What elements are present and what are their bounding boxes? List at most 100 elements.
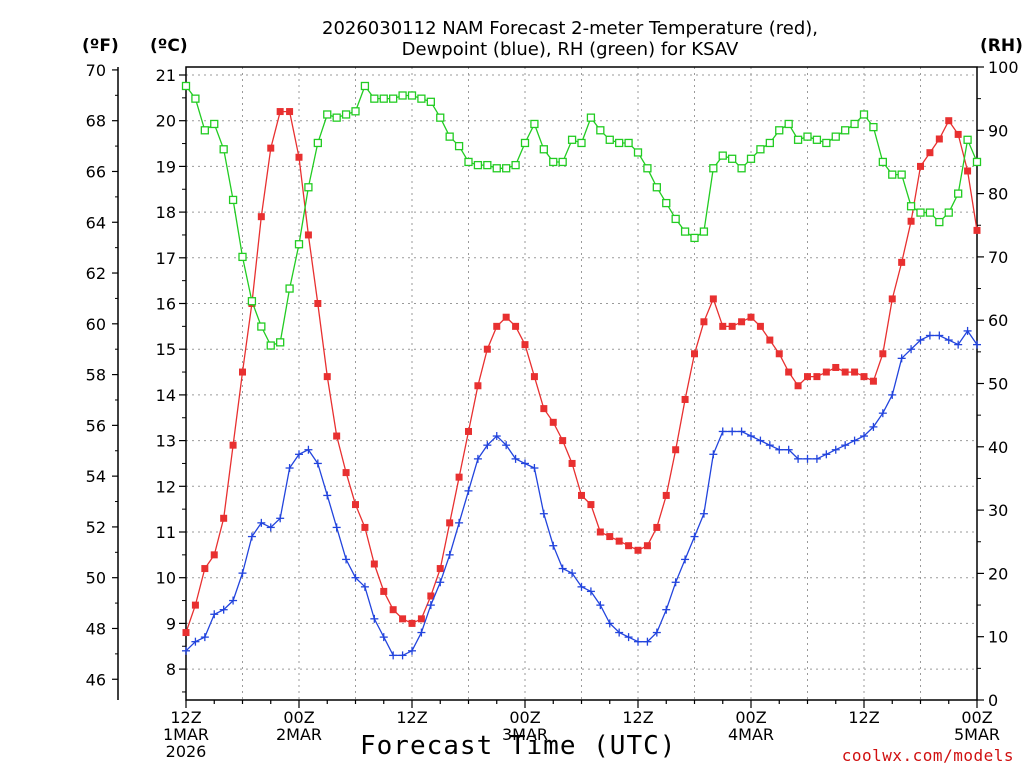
rh-point bbox=[502, 164, 511, 173]
rh-point bbox=[869, 122, 878, 132]
dewpoint-point bbox=[530, 464, 539, 473]
plot-frame bbox=[185, 66, 978, 701]
fahrenheit-tick-label: 62 bbox=[86, 264, 106, 283]
data-series bbox=[181, 81, 982, 660]
fahrenheit-tick-label: 50 bbox=[86, 569, 106, 588]
temperature-point bbox=[832, 363, 840, 371]
temperature-point bbox=[210, 551, 218, 559]
temperature-point bbox=[295, 153, 303, 161]
dewpoint-point bbox=[417, 628, 426, 637]
dewpoint-point bbox=[549, 541, 558, 550]
temperature-point bbox=[851, 368, 859, 376]
rh-point bbox=[558, 157, 567, 167]
temperature-point bbox=[926, 149, 934, 157]
dewpoint-point bbox=[897, 354, 906, 363]
temperature-point bbox=[323, 373, 331, 381]
dewpoint-point bbox=[332, 523, 341, 532]
dewpoint-point bbox=[812, 454, 821, 463]
temperature-point bbox=[502, 313, 510, 321]
temperature-point bbox=[465, 427, 472, 435]
temperature-point bbox=[804, 373, 811, 381]
temperature-point bbox=[229, 441, 237, 449]
fahrenheit-tick-label: 68 bbox=[86, 112, 106, 131]
celsius-tick-label: 9 bbox=[166, 614, 176, 633]
temperature-point bbox=[587, 501, 595, 509]
dewpoint-point bbox=[794, 454, 803, 463]
rh-point bbox=[238, 252, 247, 262]
temperature-point bbox=[286, 108, 294, 116]
temperature-point bbox=[700, 318, 708, 326]
rh-point bbox=[897, 170, 906, 179]
rh-point bbox=[191, 94, 200, 103]
rh-point bbox=[963, 135, 972, 144]
rh-point bbox=[596, 126, 605, 135]
fahrenheit-tick-label: 70 bbox=[86, 61, 106, 80]
temperature-point bbox=[672, 446, 680, 454]
dewpoint-point bbox=[784, 445, 793, 454]
rh-tick-label: 30 bbox=[988, 501, 1008, 520]
temperature-point bbox=[596, 528, 604, 536]
dewpoint-point bbox=[304, 445, 313, 454]
dewpoint-point bbox=[671, 578, 680, 587]
temperature-point bbox=[634, 546, 642, 554]
rh-point bbox=[323, 110, 332, 119]
rh-tick-label: 50 bbox=[988, 375, 1008, 394]
rh-point bbox=[709, 164, 718, 173]
temperature-point bbox=[775, 350, 783, 358]
x-tick-label: 2026 bbox=[166, 742, 207, 761]
dewpoint-point bbox=[954, 340, 963, 349]
dewpoint-point bbox=[295, 450, 303, 459]
rh-point bbox=[454, 141, 464, 151]
dewpoint-point bbox=[615, 628, 624, 637]
rh-point bbox=[633, 148, 643, 157]
temperature-point bbox=[709, 295, 717, 303]
rh-point bbox=[746, 154, 756, 163]
dewpoint-point bbox=[464, 486, 473, 495]
temperature-point bbox=[191, 601, 199, 609]
rh-point bbox=[803, 132, 812, 141]
dewpoint-point bbox=[483, 441, 492, 450]
x-tick-label: 12Z bbox=[170, 708, 201, 727]
celsius-tick-label: 21 bbox=[156, 66, 176, 85]
temperature-point bbox=[794, 382, 802, 390]
celsius-tick-label: 16 bbox=[156, 295, 176, 314]
rh-point bbox=[765, 138, 774, 148]
temperature-point bbox=[361, 523, 369, 531]
rh-point bbox=[624, 138, 633, 148]
rh-point bbox=[294, 240, 304, 249]
dewpoint-point bbox=[690, 532, 699, 541]
dewpoint-point bbox=[803, 454, 812, 463]
temperature-point bbox=[408, 619, 416, 627]
temperature-point bbox=[756, 322, 764, 330]
rh-point bbox=[954, 189, 963, 198]
x-tick-label: 00Z bbox=[283, 708, 314, 727]
temperature-point bbox=[521, 341, 529, 349]
rh-tick-label: 0 bbox=[988, 691, 998, 710]
rh-point bbox=[906, 202, 916, 211]
dewpoint-point bbox=[229, 596, 238, 605]
temperature-point bbox=[342, 469, 350, 477]
rh-point bbox=[285, 284, 294, 293]
temperature-point bbox=[540, 405, 548, 413]
rh-point bbox=[680, 227, 690, 236]
rh-point bbox=[567, 135, 577, 144]
temperature-point bbox=[964, 167, 972, 175]
fahrenheit-tick-label: 60 bbox=[86, 315, 106, 334]
dewpoint-point bbox=[925, 331, 934, 340]
temperature-point bbox=[455, 473, 463, 481]
rh-point bbox=[257, 322, 266, 331]
temperature-point bbox=[907, 217, 915, 225]
rh-point bbox=[407, 91, 417, 100]
rh-point bbox=[699, 227, 709, 236]
rh-point bbox=[718, 151, 727, 160]
source-credit: coolwx.com/models bbox=[841, 746, 1014, 765]
dewpoint-point bbox=[681, 555, 690, 564]
dewpoint-point bbox=[313, 459, 322, 468]
rh-point bbox=[228, 195, 238, 205]
dewpoint-point bbox=[850, 436, 859, 445]
x-tick-label: 12Z bbox=[622, 708, 653, 727]
x-tick-label: 00Z bbox=[509, 708, 540, 727]
dewpoint-point bbox=[973, 340, 981, 349]
temperature-point bbox=[512, 322, 520, 330]
temperature-point bbox=[333, 432, 341, 440]
